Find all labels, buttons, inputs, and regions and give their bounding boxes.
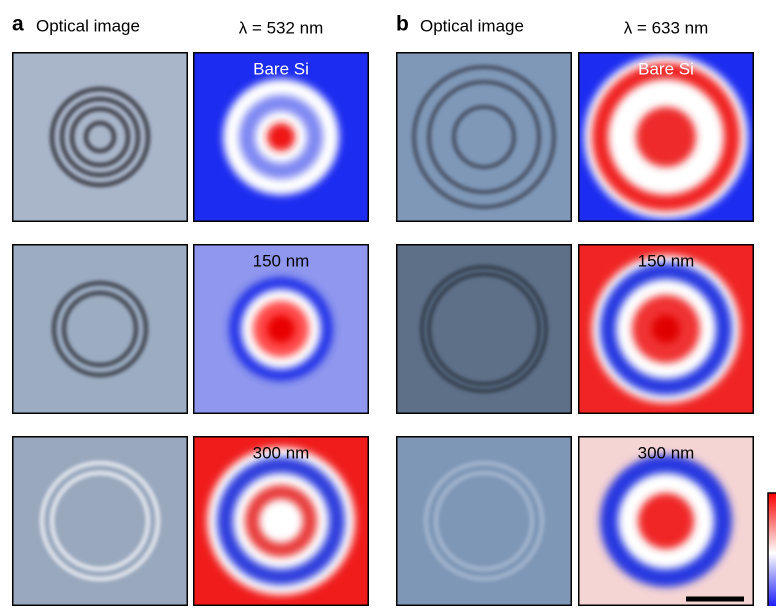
optical-bg bbox=[12, 52, 188, 222]
optical-image bbox=[396, 52, 572, 222]
map-title: λ = 532 nm bbox=[239, 18, 324, 37]
panel-label: a bbox=[12, 13, 24, 36]
optical-image bbox=[396, 436, 572, 606]
map-ring bbox=[259, 499, 303, 543]
optical-image bbox=[12, 244, 188, 414]
map-label: Bare Si bbox=[638, 59, 694, 78]
map-label: 300 nm bbox=[253, 443, 310, 462]
map-label: Bare Si bbox=[253, 59, 309, 78]
map-ring bbox=[267, 123, 295, 151]
map-label: 150 nm bbox=[638, 251, 695, 270]
map-label: 300 nm bbox=[638, 443, 695, 462]
map-ring bbox=[638, 493, 694, 549]
optical-title: Optical image bbox=[420, 16, 524, 35]
map-ring bbox=[267, 315, 295, 343]
optical-image bbox=[12, 52, 188, 222]
panel-label: b bbox=[396, 13, 409, 36]
page: {"panels": [ {"label": "a", "optical_tit… bbox=[0, 0, 776, 606]
optical-image bbox=[12, 436, 188, 606]
map-ring bbox=[636, 107, 696, 167]
map-title: λ = 633 nm bbox=[624, 18, 709, 37]
colorbar bbox=[768, 493, 776, 606]
optical-bg bbox=[396, 52, 572, 222]
map-label: 150 nm bbox=[253, 251, 310, 270]
figure: a Optical image λ = 532 nm Bare Si 150 nm 300… bbox=[0, 0, 776, 606]
map-ring bbox=[652, 315, 680, 343]
optical-bg bbox=[12, 244, 188, 414]
optical-image bbox=[396, 244, 572, 414]
optical-title: Optical image bbox=[36, 16, 140, 35]
